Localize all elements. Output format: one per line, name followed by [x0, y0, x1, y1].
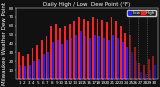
Legend: Low, High: Low, High — [127, 10, 156, 16]
Bar — [41, 40, 43, 79]
Bar — [122, 42, 124, 79]
Bar — [94, 35, 96, 79]
Bar — [78, 17, 80, 79]
Bar — [66, 40, 68, 79]
Bar — [47, 52, 49, 79]
Bar — [92, 17, 94, 79]
Bar — [22, 56, 24, 79]
Bar — [97, 19, 98, 79]
Bar — [55, 24, 57, 79]
Bar — [134, 47, 136, 79]
Title: Daily High / Low  Dew Point (°F): Daily High / Low Dew Point (°F) — [43, 2, 131, 7]
Bar — [57, 40, 59, 79]
Bar — [89, 38, 91, 79]
Bar — [83, 19, 84, 79]
Bar — [120, 26, 122, 79]
Bar — [24, 66, 26, 79]
Bar — [43, 54, 45, 79]
Bar — [138, 63, 140, 79]
Bar — [115, 21, 117, 79]
Bar — [150, 70, 151, 79]
Y-axis label: Milwaukee Weather Dew Point: Milwaukee Weather Dew Point — [2, 2, 7, 85]
Bar — [101, 20, 103, 79]
Bar — [75, 35, 77, 79]
Bar — [80, 31, 82, 79]
Bar — [140, 72, 142, 79]
Bar — [143, 65, 145, 79]
Bar — [111, 17, 112, 79]
Bar — [117, 38, 119, 79]
Bar — [52, 42, 54, 79]
Bar — [38, 59, 40, 79]
Bar — [29, 65, 31, 79]
Bar — [103, 38, 105, 79]
Bar — [46, 36, 47, 79]
Bar — [152, 56, 154, 79]
Bar — [145, 74, 147, 79]
Bar — [27, 54, 29, 79]
Bar — [136, 61, 137, 79]
Bar — [129, 35, 131, 79]
Bar — [33, 61, 35, 79]
Bar — [20, 65, 21, 79]
Bar — [18, 52, 20, 79]
Bar — [131, 52, 133, 79]
Bar — [87, 21, 89, 79]
Bar — [60, 28, 61, 79]
Bar — [50, 26, 52, 79]
Bar — [106, 22, 108, 79]
Bar — [124, 33, 126, 79]
Bar — [71, 38, 72, 79]
Bar — [154, 65, 156, 79]
Bar — [36, 45, 38, 79]
Bar — [73, 21, 75, 79]
Bar — [84, 36, 86, 79]
Bar — [112, 35, 114, 79]
Bar — [32, 48, 33, 79]
Bar — [126, 47, 128, 79]
Bar — [69, 24, 71, 79]
Bar — [148, 59, 150, 79]
Bar — [64, 26, 66, 79]
Bar — [61, 44, 63, 79]
Bar — [98, 36, 100, 79]
Bar — [108, 40, 110, 79]
